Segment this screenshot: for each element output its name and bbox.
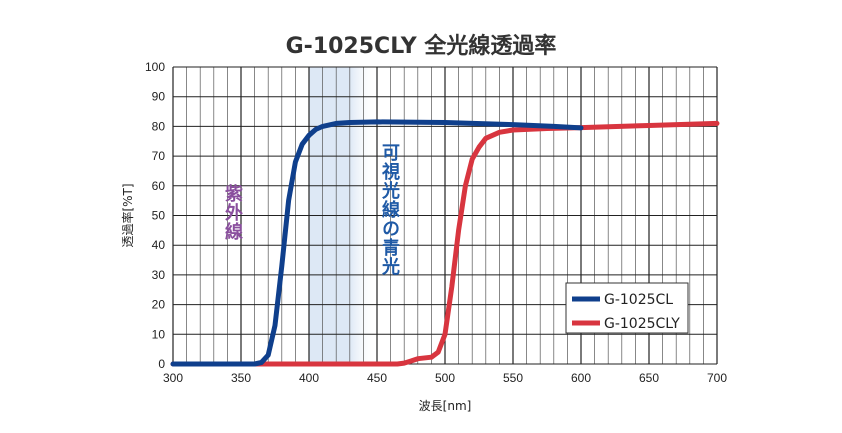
y-tick-label: 80 [152,119,166,133]
y-tick-label: 100 [145,60,165,74]
x-tick-label: 450 [367,371,387,385]
chart-title: G-1025CLY 全光線透過率 [285,34,557,59]
y-tick-label: 60 [152,179,166,193]
x-tick-label: 700 [707,371,727,385]
x-tick-label: 600 [571,371,591,385]
legend-label: G-1025CL [604,292,673,308]
y-tick-label: 30 [152,268,166,282]
y-tick-label: 10 [152,327,166,341]
y-axis-label: 透過率[%T] [120,183,135,247]
y-tick-label: 50 [152,209,166,223]
x-tick-label: 300 [163,371,183,385]
x-axis-label: 波長[nm] [419,399,472,413]
x-tick-label: 350 [231,371,251,385]
x-tick-label: 500 [435,371,455,385]
y-tick-label: 0 [158,357,165,371]
legend-label: G-1025CLY [604,316,680,332]
x-tick-label: 400 [299,371,319,385]
y-tick-label: 70 [152,149,166,163]
series-line-G-1025CLY [170,120,720,367]
x-tick-label: 550 [503,371,523,385]
y-tick-label: 20 [152,298,166,312]
annotation-uv-label: 紫外線 [222,184,243,241]
y-tick-label: 90 [152,90,166,104]
x-tick-label: 650 [639,371,659,385]
y-tick-label: 40 [152,238,166,252]
annotation-blue-light-label: 可視光線の青光 [379,143,400,276]
series-line-G-1025CL [170,119,584,367]
